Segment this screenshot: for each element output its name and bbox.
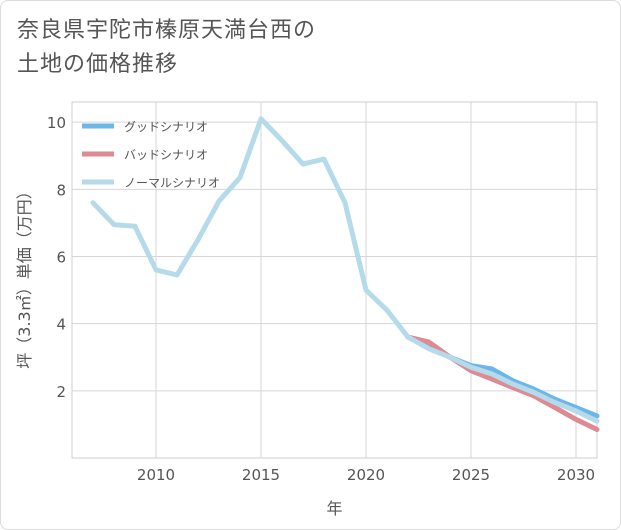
series-lines	[90, 116, 600, 432]
legend-label-1: バッドシナリオ	[124, 148, 208, 162]
plot-area-frame	[71, 101, 598, 459]
y-tick-label: 8	[56, 181, 66, 199]
series-line-2	[90, 116, 600, 424]
y-axis-label: 坪（3.3㎡）単価（万円）	[15, 183, 34, 368]
chart-title: 奈良県宇陀市榛原天満台西の 土地の価格推移	[17, 14, 316, 82]
tick-labels: 2010 2015 2020 2025 2030 2 4 6 8 10	[47, 114, 595, 484]
legend-label-0: グッドシナリオ	[124, 120, 208, 134]
y-tick-label: 4	[56, 316, 66, 334]
series-line-1	[405, 334, 600, 432]
title-line-1: 奈良県宇陀市榛原天満台西の	[17, 18, 317, 43]
y-tick-label: 6	[56, 248, 66, 266]
x-tick-label: 2010	[137, 466, 175, 484]
x-tick-label: 2020	[347, 466, 385, 484]
x-tick-label: 2015	[242, 466, 280, 484]
legend-label-2: ノーマルシナリオ	[124, 176, 220, 190]
x-tick-label: 2025	[452, 466, 490, 484]
x-axis-label: 年	[326, 499, 342, 518]
title-line-2: 土地の価格推移	[17, 52, 179, 77]
y-tick-label: 10	[47, 114, 66, 132]
x-tick-label: 2030	[557, 466, 595, 484]
y-tick-label: 2	[56, 383, 66, 401]
